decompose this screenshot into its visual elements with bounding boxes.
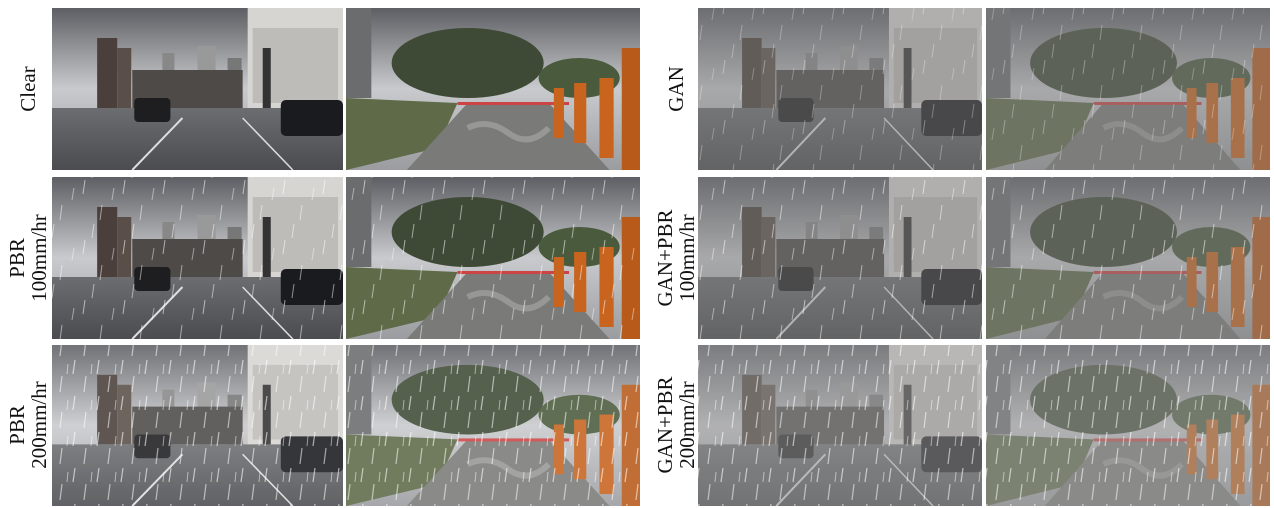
row-label: 100mm/hr (27, 214, 51, 302)
row-label: 200mm/hr (675, 381, 699, 469)
row-label: PBR (5, 238, 29, 278)
row-label: GAN (664, 66, 688, 112)
row-label: GAN+PBR (653, 376, 677, 473)
row-label: 100mm/hr (675, 214, 699, 302)
row-label: Clear (16, 66, 40, 111)
row-label: 200mm/hr (27, 381, 51, 469)
right-images (698, 8, 1270, 506)
image (346, 8, 640, 170)
row-label: PBR (5, 405, 29, 445)
left-images (52, 8, 640, 506)
row-label: GAN+PBR (653, 209, 677, 306)
image (52, 8, 343, 170)
